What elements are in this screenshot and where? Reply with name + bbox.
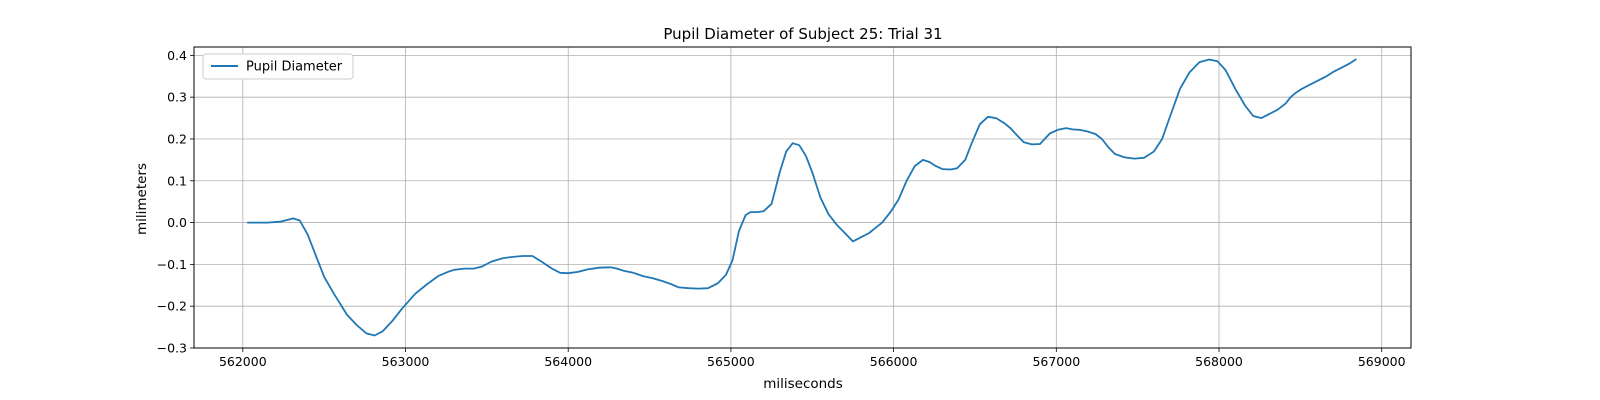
chart-title: Pupil Diameter of Subject 25: Trial 31 — [663, 25, 942, 43]
ticks: 562000 563000 564000 565000 566000 567000 5680… — [157, 48, 1406, 369]
y-tick-label: −0.3 — [157, 341, 187, 356]
y-tick-label: 0.3 — [167, 90, 187, 105]
y-tick-label: 0.1 — [167, 173, 187, 188]
y-tick-label: −0.1 — [157, 257, 187, 272]
y-tick-label: −0.2 — [157, 299, 187, 314]
x-tick-label: 566000 — [870, 354, 918, 369]
x-axis-label: miliseconds — [763, 376, 843, 392]
series-layer — [246, 58, 1357, 337]
plot-frame — [193, 46, 1412, 349]
x-tick-label: 564000 — [544, 354, 592, 369]
y-tick-label: 0.0 — [167, 215, 187, 230]
x-tick-label: 565000 — [707, 354, 755, 369]
x-tick-label: 562000 — [219, 354, 267, 369]
legend: Pupil Diameter — [202, 53, 354, 80]
x-tick-label: 569000 — [1358, 354, 1406, 369]
x-tick-label: 568000 — [1195, 354, 1243, 369]
x-tick-label: 567000 — [1032, 354, 1080, 369]
y-axis-label: milimeters — [134, 163, 150, 235]
y-tick-label: 0.2 — [167, 131, 187, 146]
series-line-pupil-diameter — [246, 58, 1357, 337]
x-tick-label: 563000 — [382, 354, 430, 369]
y-tick-label: 0.4 — [167, 48, 187, 63]
legend-box — [202, 53, 354, 80]
legend-label-pupil-diameter: Pupil Diameter — [246, 60, 343, 75]
